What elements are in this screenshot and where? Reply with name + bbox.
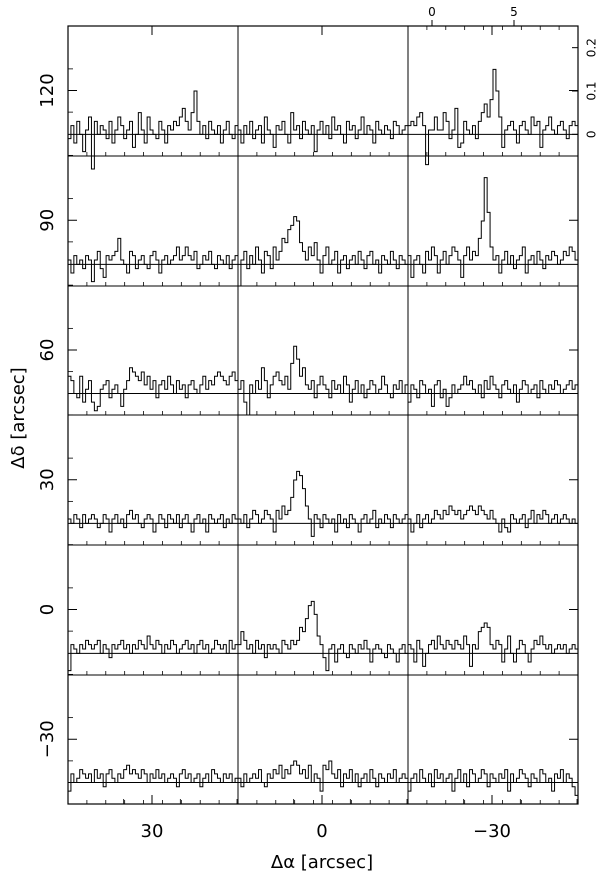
spectrum-histogram [408,622,578,667]
inset-intensity-label: 0.2 [585,38,599,57]
spectrum-panel-r1-c2 [408,177,578,286]
inset-intensity-label: 0 [585,131,599,139]
spectrum-histogram [68,764,238,792]
frames-layer [67,25,579,805]
spectrum-panel-r0-c2 [408,68,578,166]
y-axis-label: Δδ [arcsec] [8,367,29,468]
labels-layer: Δα [arcsec] Δδ [arcsec] [8,367,373,873]
spectrum-panel-r2-c2 [408,375,578,415]
spectrum-panel-r3-c0 [68,509,238,545]
spectrum-panel-r0-c1 [238,112,408,156]
spectrum-panel-r5-c1 [238,760,408,804]
spectrum-panel-r2-c0 [68,367,238,415]
y-tick-label: 60 [37,339,58,362]
x-axis-label: Δα [arcsec] [271,852,373,873]
spectrum-histogram [238,345,408,416]
spectrum-panel-r0-c0 [68,90,238,170]
y-tick-label: 90 [37,209,58,232]
y-tick-label: 0 [37,604,58,615]
spectrum-histogram [238,216,408,287]
spectrum-histogram [408,68,578,166]
spectrum-histogram [238,470,408,537]
ticks-layer: 30 0 −30 120 90 60 30 0 −30 0 5 0 0.1 0.2 [37,5,599,842]
y-tick-label: 30 [37,468,58,491]
spectrum-panel-r4-c1 [238,600,408,675]
spectrum-panel-r2-c1 [238,345,408,416]
spectrum-histogram [68,90,238,170]
y-tick-label: −30 [37,720,58,758]
x-tick-label: 30 [141,821,164,842]
spectrum-histogram [238,760,408,792]
spectrum-histogram [68,635,238,672]
spectrum-panel-r3-c2 [408,505,578,545]
spectrum-histogram [408,769,578,796]
x-tick-label: −30 [473,821,511,842]
spectrum-panel-r3-c1 [238,470,408,545]
spectrum-histogram [408,177,578,278]
spectrum-histogram [238,600,408,672]
spectrum-panel-r5-c0 [68,764,238,804]
spectrum-panel-r4-c2 [408,622,578,675]
inset-velocity-label: 0 [428,5,436,19]
spectrum-histogram [408,505,578,533]
spectrum-histogram [408,375,578,407]
inset-intensity-label: 0.1 [585,81,599,100]
spectrum-panel-r5-c2 [408,769,578,804]
spectrum-histogram [68,237,238,283]
spectrum-histogram [68,367,238,412]
spectrum-histogram [238,112,408,153]
panels-layer [68,68,578,804]
y-tick-label: 120 [37,73,58,107]
x-tick-label: 0 [316,821,327,842]
spectrum-panel-r1-c1 [238,216,408,287]
spectrum-panel-r4-c0 [68,635,238,675]
spectrum-panel-r1-c0 [68,237,238,286]
inset-velocity-label: 5 [510,5,518,19]
spectrum-histogram [68,509,238,533]
